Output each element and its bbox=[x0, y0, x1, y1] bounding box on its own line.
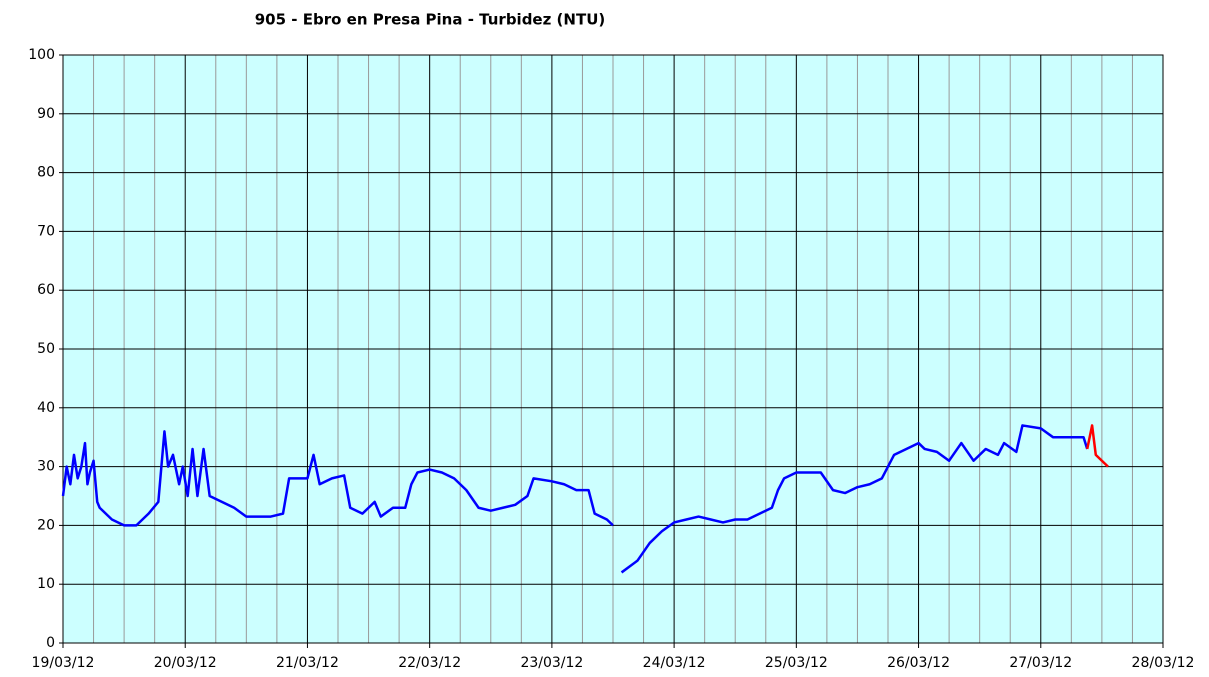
y-tick-label: 40 bbox=[37, 400, 55, 416]
y-tick-label: 20 bbox=[37, 517, 55, 533]
y-tick-label: 10 bbox=[37, 576, 55, 592]
data-line bbox=[61, 424, 1089, 574]
y-tick-label: 30 bbox=[37, 459, 55, 475]
x-tick-label: 25/03/12 bbox=[765, 655, 828, 671]
x-tick-label: 19/03/12 bbox=[32, 655, 95, 671]
x-tick-label: 23/03/12 bbox=[520, 655, 583, 671]
y-tick-label: 80 bbox=[37, 165, 55, 181]
x-tick-label: 24/03/12 bbox=[643, 655, 706, 671]
x-tick-label: 20/03/12 bbox=[154, 655, 217, 671]
data-line bbox=[1085, 424, 1109, 468]
y-tick-label: 90 bbox=[37, 106, 55, 122]
chart-title: 905 - Ebro en Presa Pina - Turbidez (NTU… bbox=[255, 11, 606, 29]
y-tick-label: 100 bbox=[28, 47, 55, 63]
y-tick-label: 50 bbox=[37, 341, 55, 357]
x-tick-label: 22/03/12 bbox=[398, 655, 461, 671]
plot-border bbox=[62, 54, 1164, 644]
y-tick-label: 0 bbox=[46, 635, 55, 651]
y-tick-label: 60 bbox=[37, 282, 55, 298]
x-tick-label: 26/03/12 bbox=[887, 655, 950, 671]
x-tick-label: 27/03/12 bbox=[1009, 655, 1072, 671]
x-tick-label: 28/03/12 bbox=[1132, 655, 1195, 671]
y-tick-label: 70 bbox=[37, 223, 55, 239]
x-tick-label: 21/03/12 bbox=[276, 655, 339, 671]
